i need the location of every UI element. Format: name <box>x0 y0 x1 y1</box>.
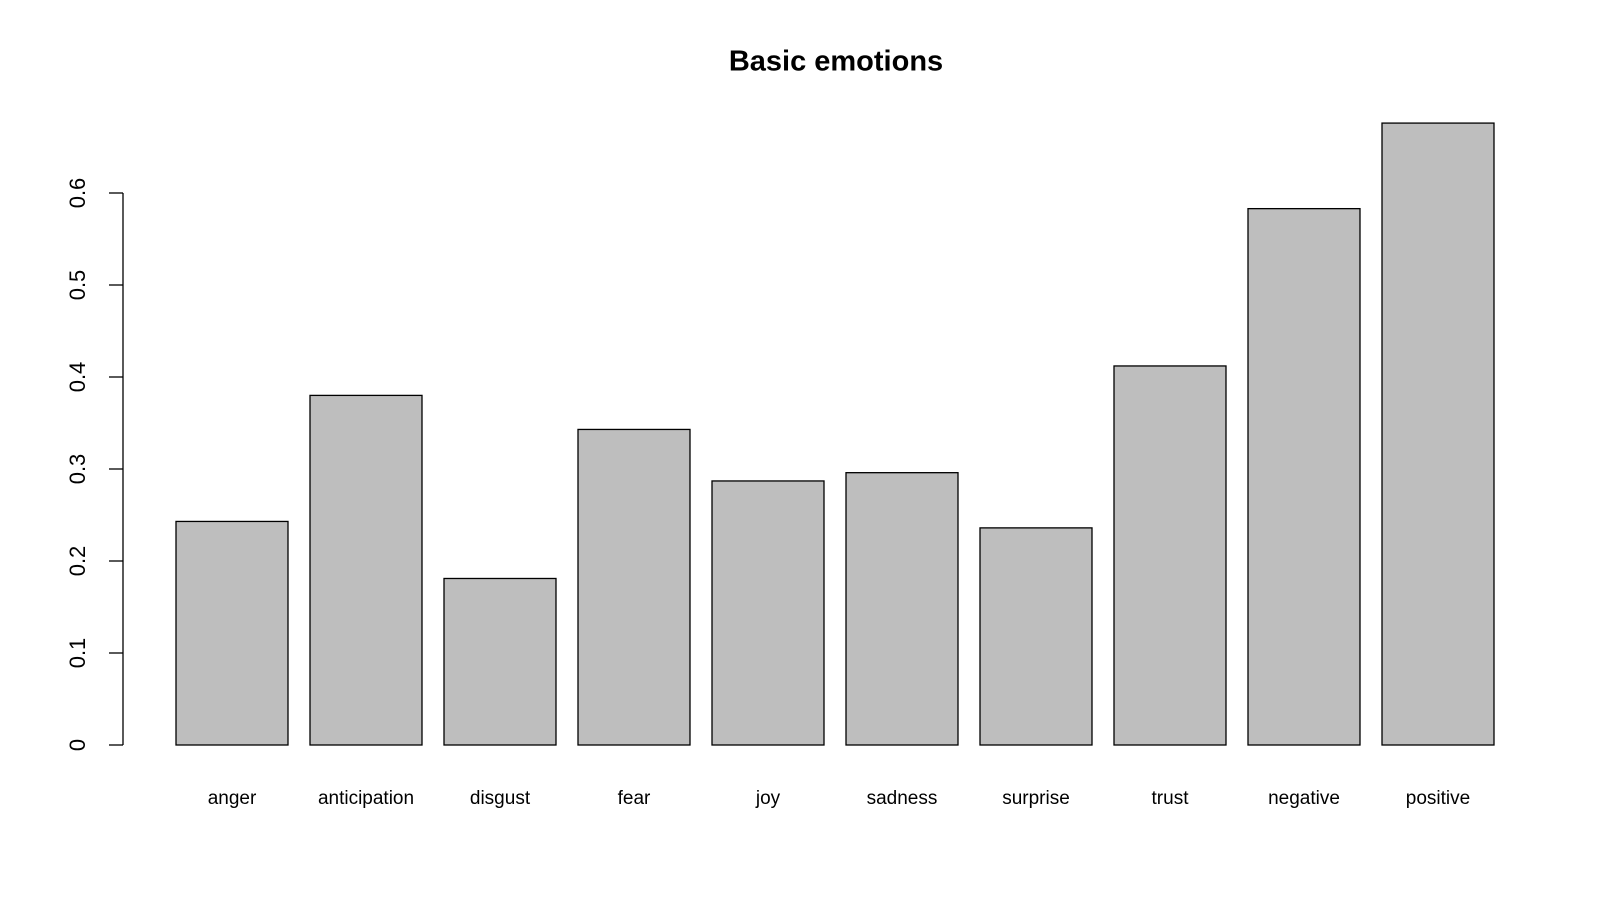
bar <box>175 520 289 746</box>
x-tick-label: positive <box>1406 788 1470 809</box>
bar <box>577 428 691 746</box>
bar <box>1247 207 1361 746</box>
x-tick-label: anticipation <box>318 788 414 809</box>
y-tick-label: 0.3 <box>65 454 90 485</box>
y-tick-label: 0.4 <box>65 362 90 393</box>
y-tick-label: 0.5 <box>65 270 90 301</box>
bar <box>1113 365 1227 746</box>
y-tick-label: 0.2 <box>65 546 90 577</box>
x-tick-label: fear <box>618 788 651 809</box>
x-tick-label: trust <box>1152 788 1190 809</box>
bar <box>443 577 557 746</box>
x-tick-label: joy <box>755 788 781 809</box>
x-tick-label: disgust <box>470 788 531 809</box>
bar <box>309 394 423 746</box>
x-tick-label: anger <box>208 788 257 809</box>
chart-title: Basic emotions <box>729 46 943 78</box>
bar <box>845 472 959 746</box>
y-tick-label: 0.6 <box>65 178 90 209</box>
y-tick-label: 0.1 <box>65 638 90 669</box>
bar <box>1381 122 1495 746</box>
x-tick-label: sadness <box>867 788 938 809</box>
bar <box>979 527 1093 746</box>
bar <box>711 480 825 746</box>
y-tick-label: 0 <box>65 739 90 751</box>
x-tick-label: surprise <box>1002 788 1070 809</box>
x-tick-label: negative <box>1268 788 1340 809</box>
